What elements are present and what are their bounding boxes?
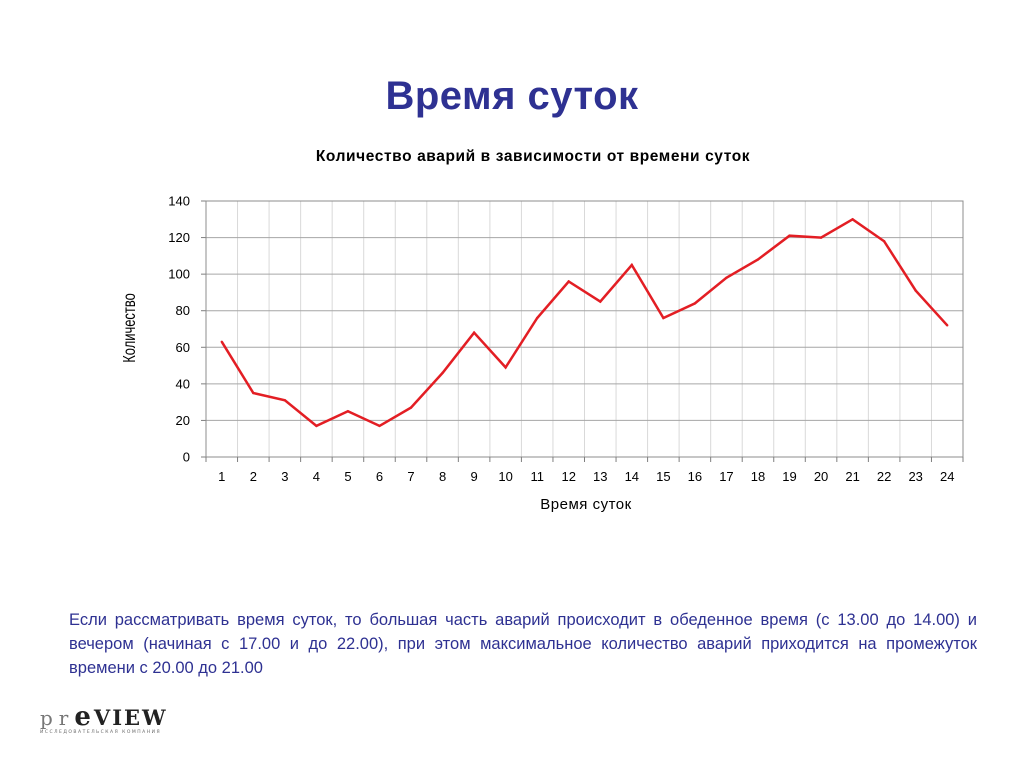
y-tick-label: 60 xyxy=(176,340,190,355)
slide-title: Время суток xyxy=(385,74,639,118)
y-tick-label: 40 xyxy=(176,376,190,391)
data-point xyxy=(630,263,634,267)
data-point xyxy=(914,289,917,292)
y-tick-label: 120 xyxy=(168,230,190,245)
company-logo: preVIEW ИССЛЕДОВАТЕЛЬСКАЯ КОМПАНИЯ xyxy=(40,702,180,742)
x-tick-label: 1 xyxy=(218,469,225,484)
y-tick-label: 80 xyxy=(176,303,190,318)
data-point xyxy=(756,258,760,261)
x-tick-label: 11 xyxy=(530,469,544,484)
x-tick-label: 12 xyxy=(561,469,575,484)
x-tick-label: 23 xyxy=(908,469,922,484)
chart-title: Количество аварий в зависимости от време… xyxy=(316,148,750,165)
data-point xyxy=(346,410,350,413)
data-point xyxy=(378,424,381,428)
x-tick-label: 20 xyxy=(814,469,828,484)
x-tick-label: 15 xyxy=(656,469,670,484)
data-point xyxy=(819,236,823,239)
line-chart: Количество аварий в зависимости от време… xyxy=(120,148,964,513)
data-point xyxy=(472,331,476,334)
y-tick-label: 100 xyxy=(168,267,190,282)
data-point xyxy=(315,424,318,428)
data-point xyxy=(441,371,444,375)
x-tick-label: 10 xyxy=(498,469,512,484)
x-axis-label: Время суток xyxy=(540,496,631,513)
y-tick-label: 20 xyxy=(176,413,190,428)
x-tick-label: 16 xyxy=(688,469,702,484)
description-text: Если рассматривать время суток, то больш… xyxy=(69,611,977,677)
data-point xyxy=(788,234,791,237)
y-tick-label: 140 xyxy=(168,194,190,209)
x-tick-label: 22 xyxy=(877,469,891,484)
data-point xyxy=(693,302,697,305)
x-tick-label: 3 xyxy=(281,469,288,484)
x-tick-label: 5 xyxy=(344,469,351,484)
x-tick-label: 2 xyxy=(250,469,257,484)
y-tick-label: 0 xyxy=(183,450,190,465)
data-point xyxy=(220,340,223,343)
x-tick-label: 7 xyxy=(407,469,414,484)
logo-mark: preVIEW xyxy=(40,702,168,732)
data-point xyxy=(567,280,570,283)
x-tick-label: 6 xyxy=(376,469,383,484)
x-tick-label: 19 xyxy=(782,469,796,484)
y-axis-label: Количество xyxy=(120,293,140,363)
data-point xyxy=(851,218,854,221)
data-point xyxy=(252,391,255,395)
data-point xyxy=(725,276,728,279)
data-point xyxy=(946,324,949,327)
data-point xyxy=(662,316,665,320)
data-point xyxy=(504,366,507,369)
x-tick-label: 9 xyxy=(470,469,477,484)
series-line xyxy=(220,217,949,428)
x-tick-label: 21 xyxy=(845,469,859,484)
x-tick-label: 4 xyxy=(313,469,320,484)
x-tick-label: 24 xyxy=(940,469,954,484)
x-tick-label: 18 xyxy=(751,469,765,484)
data-point xyxy=(283,399,287,402)
x-tick-label: 8 xyxy=(439,469,446,484)
data-point xyxy=(882,240,886,243)
data-point xyxy=(535,316,539,320)
logo-subtitle: ИССЛЕДОВАТЕЛЬСКАЯ КОМПАНИЯ xyxy=(40,730,162,735)
x-tick-label: 13 xyxy=(593,469,607,484)
data-point xyxy=(599,300,602,303)
data-point xyxy=(409,406,413,409)
x-tick-label: 14 xyxy=(625,469,639,484)
x-tick-label: 17 xyxy=(719,469,733,484)
